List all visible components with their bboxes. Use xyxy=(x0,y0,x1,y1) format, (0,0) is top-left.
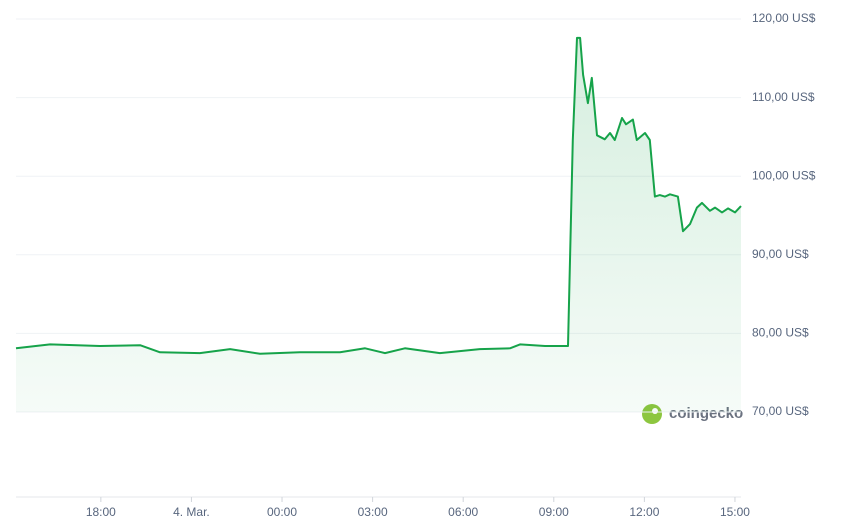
x-tick-label: 09:00 xyxy=(539,505,569,519)
y-tick-label: 70,00 US$ xyxy=(752,404,809,418)
y-tick-label: 110,00 US$ xyxy=(752,90,815,104)
x-tick-label: 03:00 xyxy=(358,505,388,519)
x-tick-label: 06:00 xyxy=(448,505,478,519)
price-line xyxy=(15,36,742,355)
area xyxy=(16,37,741,413)
y-tick-label: 90,00 US$ xyxy=(752,247,809,261)
y-tick-label: 120,00 US$ xyxy=(752,11,816,25)
x-tick-label: 4. Mar. xyxy=(173,505,210,519)
x-tick-label: 00:00 xyxy=(267,505,297,519)
x-tick-label: 12:00 xyxy=(629,505,659,519)
y-tick-label: 100,00 US$ xyxy=(752,168,816,182)
x-tick-label: 18:00 xyxy=(86,505,116,519)
x-tick-label: 15:00 xyxy=(720,505,750,519)
y-tick-label: 80,00 US$ xyxy=(752,326,809,340)
